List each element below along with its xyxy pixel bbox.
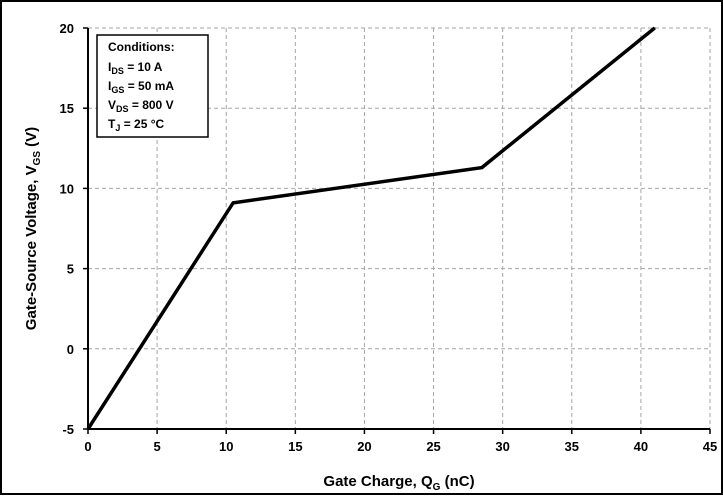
condition-ids-value: = 10 A: [124, 60, 163, 74]
y-axis-ticks: -5 0 5 10 15 20: [60, 21, 88, 437]
conditions-title: Conditions:: [108, 40, 175, 54]
condition-igs-subscript: GS: [111, 85, 124, 95]
x-tick-label: 0: [84, 439, 91, 454]
condition-tj-subscript: J: [115, 123, 120, 133]
condition-vds: VDS = 800 V: [108, 98, 174, 114]
x-axis-title-main: Gate Charge, Q: [323, 473, 433, 490]
series-line-0: [86, 26, 656, 430]
y-axis-title-main: Gate-Source Voltage, V: [23, 165, 40, 330]
condition-tj-value: = 25 °C: [120, 117, 164, 131]
condition-ids-subscript: DS: [111, 66, 124, 76]
x-tick-label: 5: [153, 439, 160, 454]
x-tick-label: 20: [357, 439, 371, 454]
x-tick-label: 30: [495, 439, 509, 454]
condition-ids: IDS = 10 A: [108, 60, 163, 76]
condition-igs-symbol: I: [108, 79, 111, 93]
x-tick-label: 25: [426, 439, 440, 454]
x-axis-title-subscript: G: [433, 482, 441, 493]
data-point-0-1: [232, 202, 234, 204]
x-axis-title-unit: (nC): [440, 473, 474, 490]
y-tick-label: 5: [67, 262, 74, 277]
x-axis-title: Gate Charge, QG (nC): [323, 473, 474, 493]
series-group: [86, 26, 656, 430]
data-point-0-3: [653, 27, 656, 29]
conditions-border: [96, 34, 209, 138]
y-tick-label: 15: [60, 101, 74, 116]
condition-tj-symbol: T: [108, 117, 116, 131]
y-tick-label: 0: [67, 342, 74, 357]
x-tick-label: 10: [219, 439, 233, 454]
y-axis-title: Gate-Source Voltage, VGS (V): [23, 127, 43, 330]
condition-igs: IGS = 50 mA: [108, 79, 174, 95]
y-axis-title-subscript: GS: [32, 151, 43, 166]
y-tick-label: -5: [62, 422, 74, 437]
x-axis-ticks: 0 5 10 15 20 25 30 35 40 45: [84, 429, 717, 454]
plot-area: [87, 27, 711, 430]
condition-ids-symbol: I: [108, 60, 111, 74]
x-tick-label: 40: [634, 439, 648, 454]
x-tick-label: 15: [288, 439, 302, 454]
x-tick-label: 35: [565, 439, 579, 454]
condition-vds-value: = 800 V: [129, 98, 174, 112]
data-point-0-2: [481, 166, 483, 169]
y-tick-label: 20: [60, 21, 74, 36]
condition-tj: TJ = 25 °C: [108, 117, 165, 133]
condition-igs-value: = 50 mA: [124, 79, 174, 93]
x-tick-label: 45: [703, 439, 717, 454]
y-tick-label: 10: [60, 181, 74, 196]
condition-vds-symbol: V: [108, 98, 116, 112]
condition-vds-subscript: DS: [116, 104, 129, 114]
y-axis-title-unit: (V): [23, 127, 40, 151]
conditions-box: Conditions: IDS = 10 A IGS = 50 mA VDS =…: [96, 34, 209, 138]
